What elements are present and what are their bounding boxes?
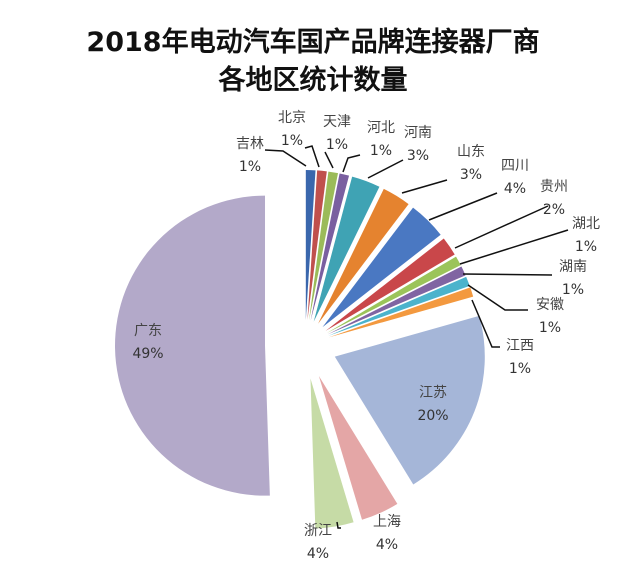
- leader-line: [428, 192, 498, 221]
- pie-slice-5: [313, 176, 380, 322]
- slice-percent-label: 49%: [132, 346, 163, 362]
- slice-percent-label: 3%: [407, 148, 429, 164]
- leader-line: [471, 299, 500, 348]
- pie-slice-8: [325, 238, 455, 331]
- slice-label: 湖南: [559, 259, 587, 275]
- slice-label: 吉林: [236, 136, 264, 152]
- slice-label: 上海: [373, 514, 401, 530]
- slice-label: 河北: [367, 120, 395, 136]
- slice-percent-label: 1%: [562, 282, 584, 298]
- slice-percent-label: 1%: [239, 159, 261, 175]
- slice-percent-label: 4%: [504, 181, 526, 197]
- slice-label: 河南: [404, 125, 432, 141]
- pie-slice-4: [310, 173, 350, 321]
- leader-line: [304, 145, 320, 168]
- pie-slice-10: [327, 266, 466, 335]
- leader-line: [459, 229, 569, 265]
- leader-line: [401, 179, 448, 194]
- slice-percent-label: 1%: [575, 239, 597, 255]
- pie-slice-7: [322, 207, 441, 328]
- leader-line: [462, 273, 553, 276]
- slice-label: 广东: [134, 323, 162, 339]
- slice-percent-label: 2%: [543, 202, 565, 218]
- slice-percent-label: 4%: [376, 537, 398, 553]
- slice-label: 浙江: [304, 523, 332, 539]
- leader-line: [336, 521, 341, 529]
- slice-label: 北京: [278, 110, 306, 126]
- leader-line: [367, 159, 404, 179]
- slice-label: 江西: [506, 338, 534, 354]
- chart-title-line-1: 2018年电动汽车国产品牌连接器厂商: [86, 27, 540, 58]
- pie-slice-16: [115, 195, 270, 496]
- slice-label: 贵州: [540, 179, 568, 195]
- leader-line: [454, 205, 549, 249]
- pie-slice-11: [328, 276, 470, 336]
- chart-title-line-2: 各地区统计数量: [218, 65, 408, 96]
- leader-line: [342, 154, 361, 173]
- slice-percent-label: 3%: [460, 167, 482, 183]
- pie-slice-6: [318, 188, 409, 324]
- leader-line: [467, 284, 528, 311]
- slice-percent-label: 1%: [281, 133, 303, 149]
- slice-percent-label: 1%: [539, 320, 561, 336]
- pie-slice-3: [309, 171, 338, 321]
- slice-percent-label: 1%: [370, 143, 392, 159]
- slice-label: 江苏: [419, 385, 447, 401]
- slice-label: 山东: [457, 144, 485, 160]
- slice-percent-label: 20%: [417, 408, 448, 424]
- slice-percent-label: 4%: [307, 546, 329, 562]
- slice-percent-label: 1%: [509, 361, 531, 377]
- slice-label: 安徽: [536, 297, 564, 313]
- pie-slice-9: [326, 256, 461, 333]
- leader-line: [264, 149, 307, 167]
- pie-slice-2: [307, 170, 327, 321]
- leader-line: [324, 151, 334, 169]
- pie-slice-12: [328, 287, 474, 338]
- slice-percent-label: 1%: [326, 137, 348, 153]
- slice-label: 四川: [501, 158, 529, 174]
- pie-slice-15: [310, 378, 354, 529]
- pie-slice-13: [334, 315, 485, 485]
- pie-slice-14: [318, 376, 398, 520]
- slice-label: 天津: [323, 114, 351, 130]
- slice-label: 湖北: [572, 216, 600, 232]
- pie-slice-1: [305, 170, 316, 321]
